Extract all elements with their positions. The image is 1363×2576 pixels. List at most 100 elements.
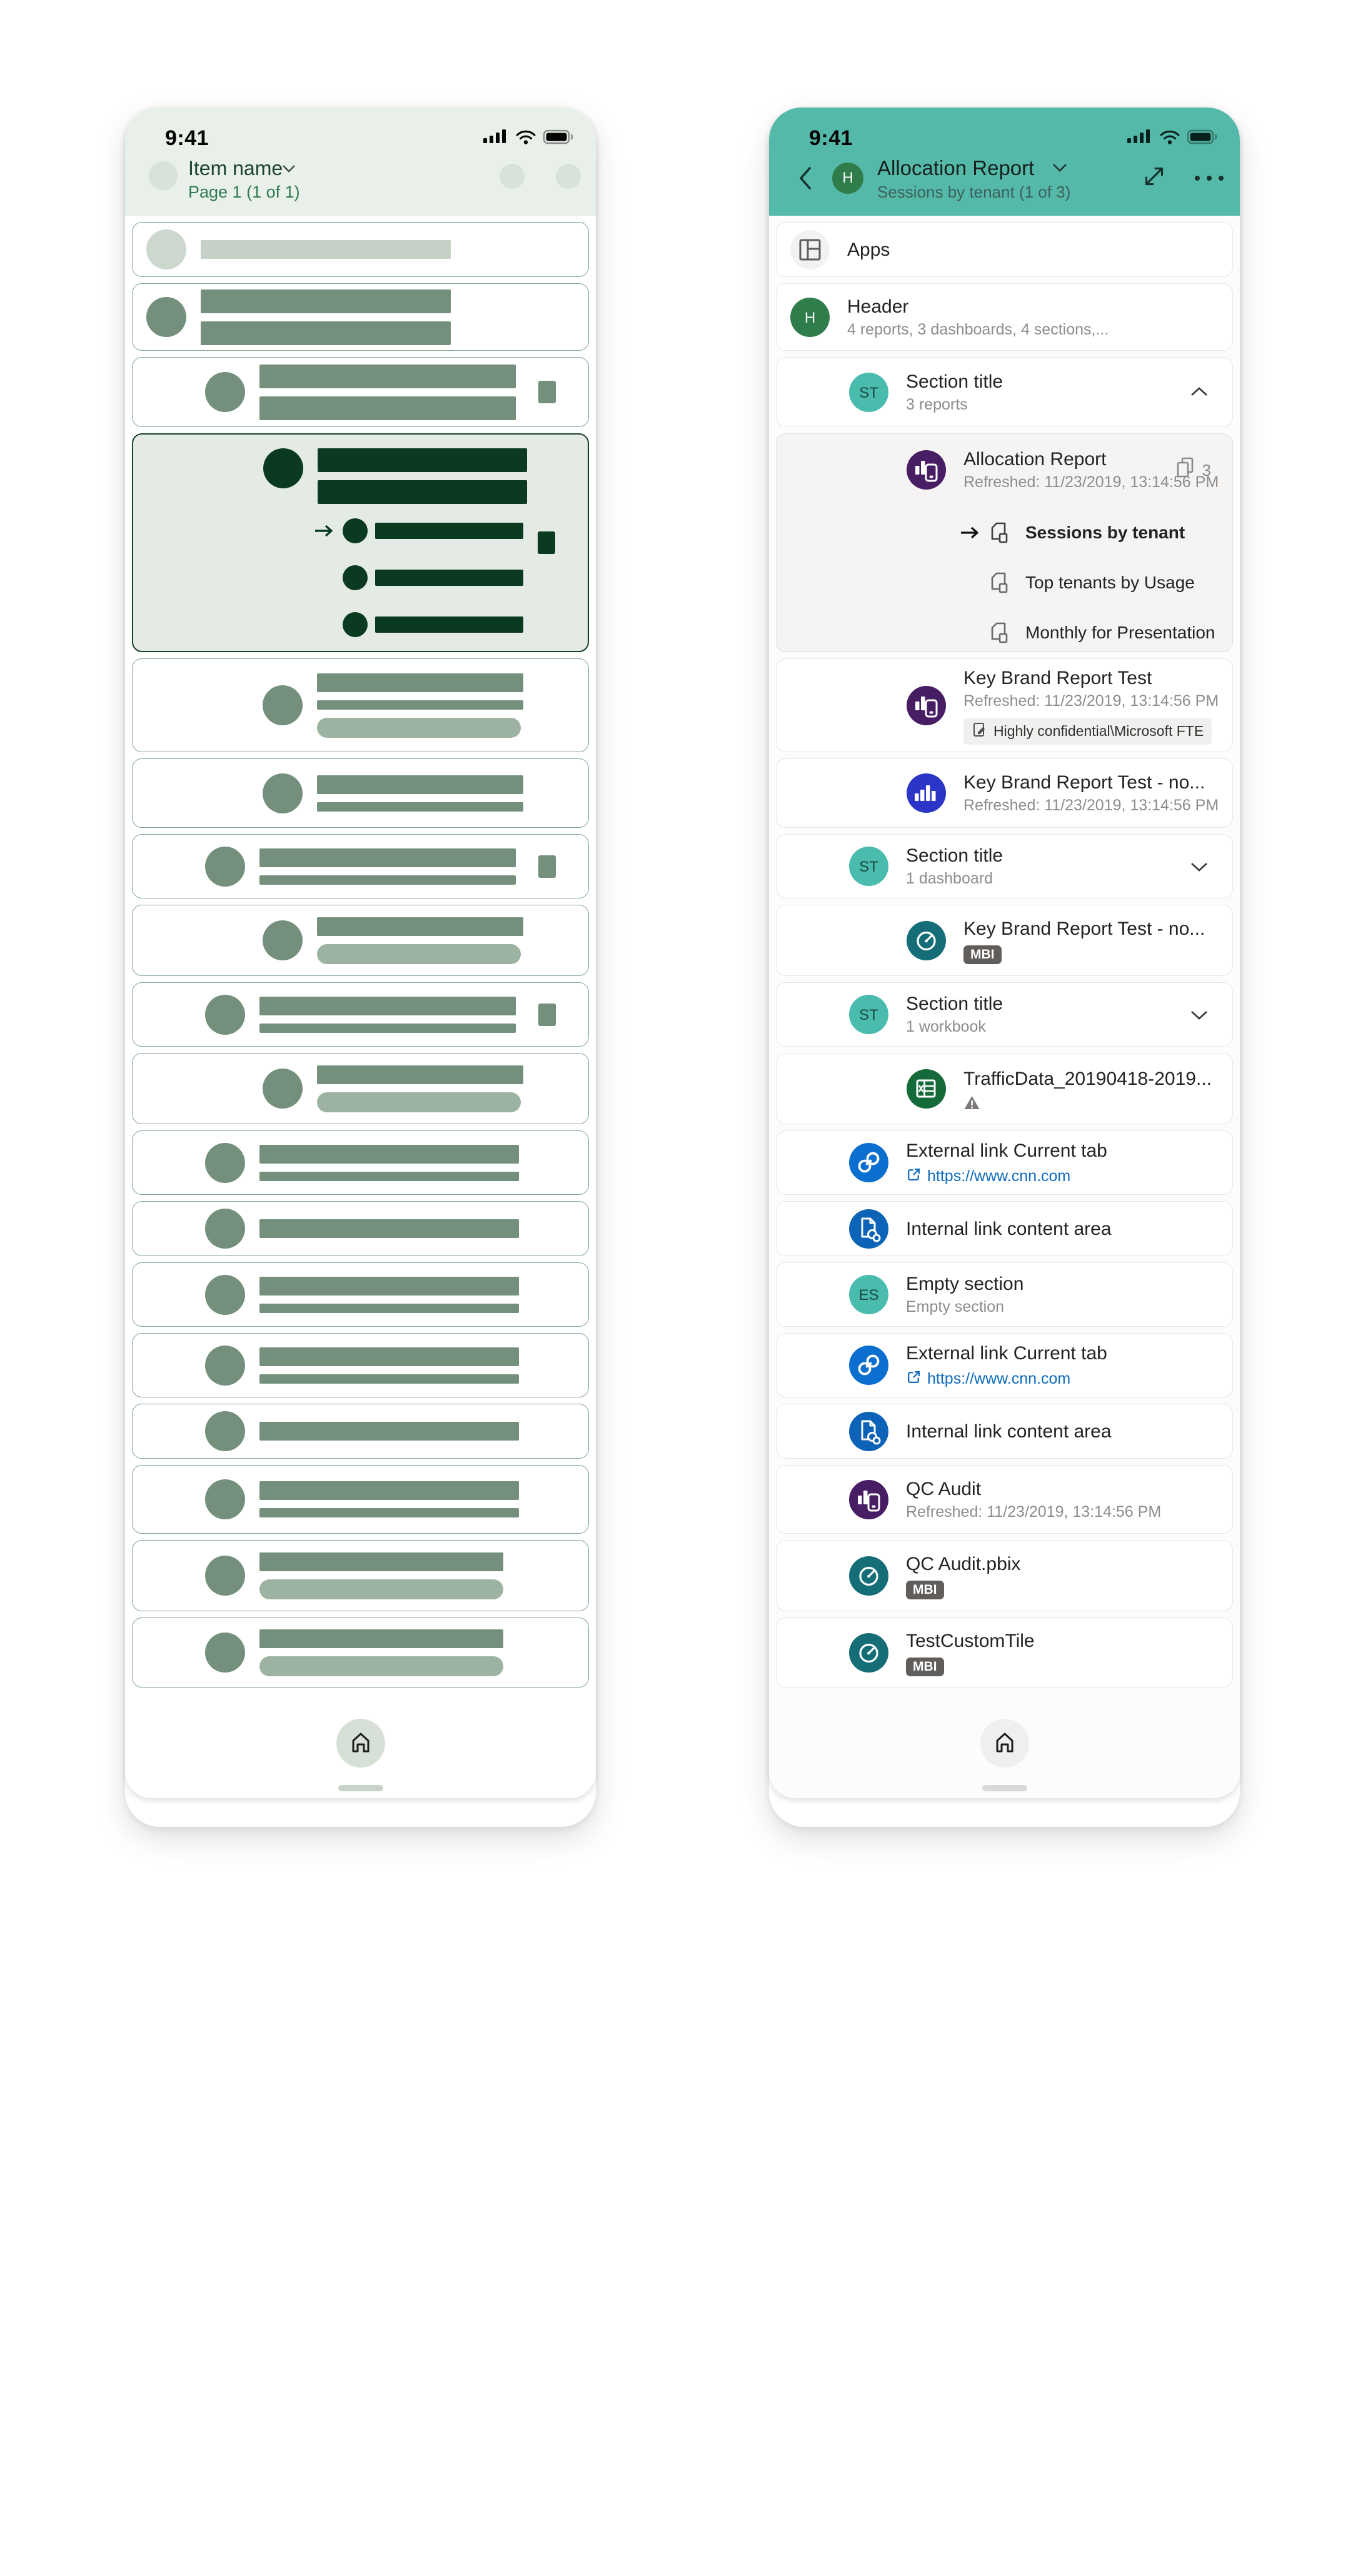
skeleton-bar (259, 1422, 519, 1441)
skeleton-subrow-circle (343, 518, 368, 543)
left-title-chevron-icon[interactable] (281, 164, 296, 176)
skeleton-item-pill-3[interactable] (132, 1540, 589, 1611)
expand-button[interactable] (1139, 161, 1169, 191)
nav-title-chevron-icon[interactable] (1052, 163, 1068, 176)
back-button[interactable] (797, 165, 813, 191)
skeleton-bar (259, 1171, 519, 1181)
skeleton-subrow-bar (375, 523, 523, 539)
list-item-qc-audit[interactable]: QC Audit Refreshed: 11/23/2019, 13:14:56 … (776, 1465, 1233, 1534)
url-link[interactable]: https://www.cnn.com (906, 1369, 1107, 1389)
battery-icon (1187, 129, 1219, 148)
skeleton-two-line-3[interactable] (132, 1333, 589, 1397)
phone-right-screen: 9:41 H Allocation Report Sessions by ten… (769, 108, 1240, 1798)
skeleton-section-2[interactable] (132, 834, 589, 898)
doclink-icon (849, 1209, 888, 1249)
skeleton-avatar (263, 920, 303, 960)
skeleton-report[interactable] (132, 758, 589, 828)
page-row-3[interactable]: Monthly for Presentation (777, 614, 1232, 652)
phone-left: 9:41 Item name Page 1 (1 of 1) (125, 108, 596, 1827)
signal-icon (483, 129, 508, 148)
external-link-icon (906, 1167, 922, 1187)
list-item-empty-section[interactable]: ES Empty section Empty section (776, 1262, 1233, 1327)
list-item-qc-audit-pbix[interactable]: QC Audit.pbix MBI (776, 1540, 1233, 1611)
skeleton-item-pill-2[interactable] (132, 1053, 589, 1124)
skeleton-bar (259, 1219, 519, 1238)
skeleton-bar (201, 240, 451, 259)
list-item-external-link-2[interactable]: External link Current tab https://www.cnn… (776, 1333, 1233, 1397)
report-avatar[interactable]: H (832, 163, 863, 194)
chevron-down-icon[interactable] (1190, 861, 1209, 875)
skeleton-section-1[interactable] (132, 357, 589, 427)
left-header-action-1[interactable] (500, 164, 525, 189)
left-home-button[interactable] (336, 1719, 385, 1768)
nav-subtitle: Sessions by tenant (1 of 3) (877, 183, 1071, 201)
skeleton-two-line-4[interactable] (132, 1465, 589, 1534)
skeleton-apps[interactable] (132, 222, 589, 277)
list-item-section-3-reports[interactable]: ST Section title 3 reports (776, 357, 1233, 427)
skeleton-bar (317, 700, 523, 710)
page-row-1[interactable]: Sessions by tenant (777, 514, 1232, 551)
list-item-internal-link-2[interactable]: Internal link content area (776, 1404, 1233, 1459)
item-caption: Refreshed: 11/23/2019, 13:14:56 PM (963, 692, 1219, 710)
svg-text:ES: ES (858, 1287, 878, 1304)
skeleton-item-pill-4[interactable] (132, 1618, 589, 1688)
list-item-testcustomtile[interactable]: TestCustomTile MBI (776, 1618, 1233, 1688)
right-home-button[interactable] (980, 1719, 1029, 1768)
page-label: Top tenants by Usage (1025, 573, 1195, 592)
battery-icon (543, 129, 575, 148)
link-icon (849, 1346, 888, 1385)
skeleton-bar (317, 673, 523, 692)
skeleton-one-line-1[interactable] (132, 1201, 589, 1256)
skeleton-item-pill-1[interactable] (132, 905, 589, 976)
left-list (125, 222, 596, 1688)
mbi-badge: MBI (963, 945, 1002, 964)
list-item-apps[interactable]: Apps (776, 222, 1233, 277)
initials-icon: ST (849, 372, 888, 412)
item-title: Key Brand Report Test - no... (963, 918, 1205, 939)
item-caption: Refreshed: 11/23/2019, 13:14:56 PM (963, 797, 1219, 814)
chevron-down-icon[interactable] (1190, 1009, 1209, 1024)
left-item-name[interactable]: Item name (188, 157, 283, 179)
svg-text:H: H (805, 309, 815, 326)
svg-text:ST: ST (859, 858, 878, 875)
list-item-internal-link-1[interactable]: Internal link content area (776, 1201, 1233, 1256)
list-item-section-1-workbook[interactable]: ST Section title 1 workbook (776, 982, 1233, 1047)
list-item-key-brand-report-test-no-1[interactable]: Key Brand Report Test - no... Refreshed: … (776, 758, 1233, 828)
skeleton-accessory-square (538, 381, 556, 403)
skeleton-selected-report[interactable] (132, 433, 589, 652)
skeleton-two-line-1[interactable] (132, 1130, 589, 1195)
active-item-arrow-icon (313, 523, 336, 539)
list-item-external-link-1[interactable]: External link Current tab https://www.cnn… (776, 1130, 1233, 1195)
skeleton-subrow[interactable] (343, 564, 523, 591)
chevron-up-icon[interactable] (1190, 386, 1209, 401)
list-item-section-1-dashboard[interactable]: ST Section title 1 dashboard (776, 834, 1233, 898)
left-home-indicator[interactable] (338, 1785, 383, 1791)
skeleton-report-badge[interactable] (132, 658, 589, 752)
skeleton-header[interactable] (132, 283, 589, 351)
excel-icon (907, 1069, 946, 1109)
skeleton-subrow[interactable] (315, 517, 523, 545)
report-icon (907, 685, 946, 725)
list-item-allocation-report[interactable]: Allocation Report Refreshed: 11/23/2019, … (776, 433, 1233, 652)
list-item-trafficdata-workbook[interactable]: TrafficData_20190418-2019... (776, 1053, 1233, 1124)
home-icon (347, 1728, 375, 1759)
right-home-indicator[interactable] (982, 1785, 1027, 1791)
phone-left-screen: 9:41 Item name Page 1 (1 of 1) (125, 108, 596, 1798)
more-button[interactable] (1193, 174, 1225, 183)
skeleton-bar (317, 775, 523, 794)
url-link[interactable]: https://www.cnn.com (906, 1167, 1107, 1187)
skeleton-subrow[interactable] (343, 611, 523, 638)
list-item-header[interactable]: H Header 4 reports, 3 dashboards, 4 sectio… (776, 283, 1233, 351)
skeleton-avatar (205, 1479, 245, 1519)
skeleton-two-line-2[interactable] (132, 1262, 589, 1327)
left-header-action-2[interactable] (556, 164, 581, 189)
skeleton-bar (318, 448, 527, 472)
skeleton-section-3[interactable] (132, 982, 589, 1047)
nav-title[interactable]: Allocation Report (877, 156, 1035, 179)
left-avatar[interactable] (149, 161, 178, 190)
item-title: TrafficData_20190418-2019... (963, 1068, 1212, 1089)
list-item-key-brand-report-test[interactable]: Key Brand Report Test Refreshed: 11/23/20… (776, 658, 1233, 752)
skeleton-one-line-2[interactable] (132, 1404, 589, 1459)
page-row-2[interactable]: Top tenants by Usage (777, 564, 1232, 601)
list-item-key-brand-report-test-no-2[interactable]: Key Brand Report Test - no... MBI (776, 905, 1233, 976)
